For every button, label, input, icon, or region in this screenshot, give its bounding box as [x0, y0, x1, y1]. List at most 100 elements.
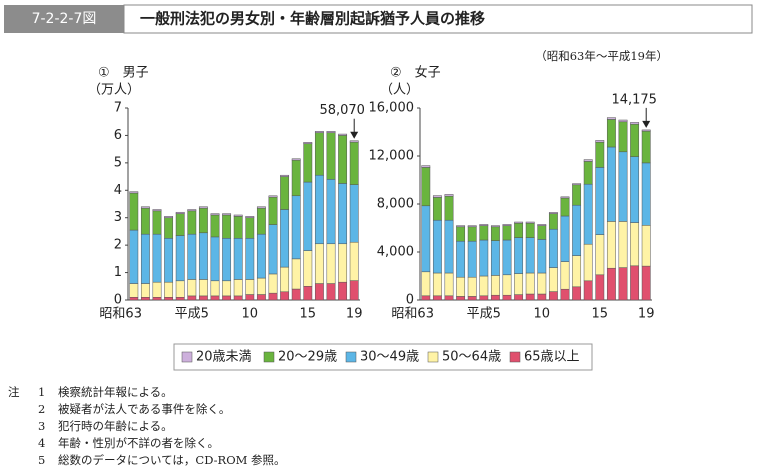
bar-segment [456, 226, 466, 242]
bar-segment [349, 241, 359, 281]
bar-segment [618, 151, 628, 222]
bar-segment [444, 295, 454, 301]
bar-segment [630, 122, 640, 125]
figure-number-box [4, 5, 124, 33]
bar-segment [349, 141, 359, 185]
note-text: 犯行時の年齢による。 [58, 419, 173, 433]
bar-segment [421, 271, 431, 297]
bar-segment [583, 243, 593, 282]
bar-segment [256, 207, 266, 235]
bar-segment [606, 267, 616, 301]
bar-segment [314, 132, 324, 176]
bar-segment [210, 214, 220, 238]
bar-segment [641, 130, 651, 164]
note-number: 5 [38, 453, 45, 467]
bar-segment [129, 191, 139, 194]
legend-swatch [427, 351, 439, 363]
total-annotation: 58,070 [319, 103, 365, 118]
bar-segment [525, 222, 535, 238]
note-number: 2 [38, 402, 45, 416]
bar-segment [175, 211, 185, 214]
bar-segment [432, 195, 442, 198]
bar-segment [164, 217, 174, 239]
bar-segment [560, 261, 570, 290]
bar-segment [456, 276, 466, 297]
bar-segment [245, 279, 255, 295]
bar-segment [256, 277, 266, 295]
bar-segment [421, 205, 431, 273]
bar-segment [490, 225, 500, 228]
bar-segment [502, 239, 512, 276]
bar-segment [490, 240, 500, 276]
bar-segment [537, 225, 547, 240]
bar-segment [548, 267, 558, 292]
bar-segment [129, 229, 139, 284]
bar-segment [291, 159, 301, 197]
bar-segment [303, 181, 313, 251]
bar-segment [630, 123, 640, 157]
y-axis-label: （人） [380, 83, 419, 98]
annotation-arrowhead [350, 131, 359, 139]
bar-segment [326, 132, 336, 180]
bar-segment [595, 167, 605, 235]
bar-segment [514, 273, 524, 295]
bar-segment [479, 275, 489, 297]
legend-label: 50～64歳 [442, 350, 501, 365]
y-tick-label: 0 [114, 293, 122, 308]
bar-segment [222, 238, 232, 282]
y-tick-label: 6 [114, 128, 122, 143]
panel-title: ② 女子 [390, 65, 441, 81]
bar-segment [187, 279, 197, 297]
bar-segment [502, 225, 512, 241]
bar-segment [548, 228, 558, 268]
x-tick-label: 19 [346, 307, 363, 322]
bar-segment [630, 156, 640, 223]
note-number: 4 [38, 436, 45, 450]
bar-segment [349, 184, 359, 243]
bar-segment [187, 233, 197, 280]
bar-segment [256, 294, 266, 301]
bar-segment [432, 197, 442, 221]
bar-segment [198, 207, 208, 234]
bar-segment [618, 121, 628, 153]
bar-segment [467, 240, 477, 278]
bar-segment [338, 183, 348, 245]
x-tick-label: 平成5 [175, 307, 209, 322]
bar-segment [630, 222, 640, 267]
bar-segment [198, 206, 208, 209]
bar-segment [268, 292, 278, 301]
bar-segment [537, 239, 547, 274]
bar-segment [314, 174, 324, 245]
y-tick-label: 5 [114, 155, 122, 170]
bar-segment [268, 196, 278, 225]
bar-segment [537, 272, 547, 295]
bar-segment [595, 140, 605, 143]
bar-segment [198, 232, 208, 280]
legend-swatch [181, 351, 193, 363]
bar-segment [479, 295, 489, 301]
bar-segment [479, 224, 489, 226]
bar-segment [502, 294, 512, 301]
y-tick-label: 7 [114, 101, 122, 116]
bar-segment [630, 265, 640, 301]
figure-number: 7-2-2-7図 [32, 11, 97, 27]
legend-label: 65歳以上 [524, 350, 580, 365]
note-number: 1 [38, 385, 45, 399]
bar-segment [210, 213, 220, 216]
bar-segment [152, 209, 162, 212]
bar-segment [548, 291, 558, 301]
bar-segment [245, 217, 255, 239]
x-tick-label: 10 [534, 307, 551, 322]
bar-segment [583, 159, 593, 162]
bar-segment [222, 213, 232, 216]
y-tick-label: 0 [406, 293, 414, 308]
bar-segment [349, 280, 359, 301]
bar-segment [303, 143, 313, 183]
bar-segment [514, 222, 524, 238]
bar-segment [338, 281, 348, 301]
bar-segment [479, 225, 489, 241]
bar-segment [338, 135, 348, 184]
bar-segment [187, 209, 197, 212]
bar-segment [606, 117, 616, 120]
y-axis-label: （万人） [88, 83, 140, 98]
